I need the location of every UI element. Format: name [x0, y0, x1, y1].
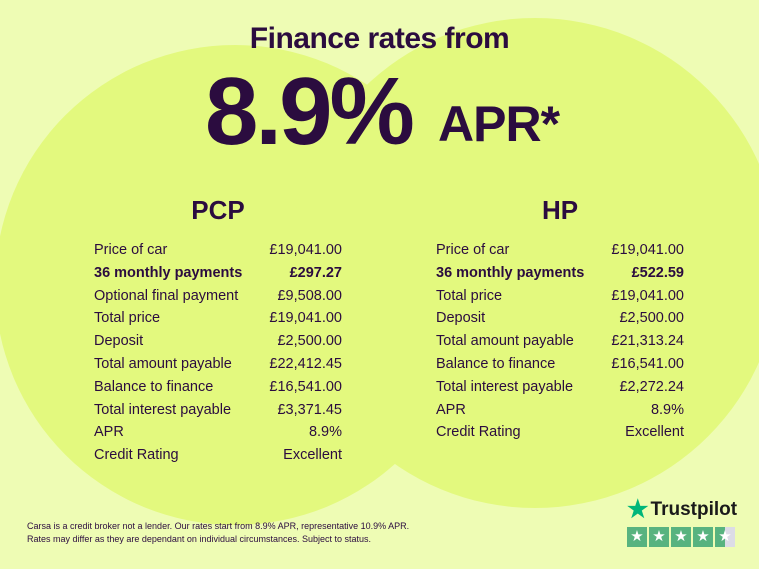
row-label: APR	[436, 401, 466, 418]
table-row: Total interest payable £2,272.24	[436, 376, 684, 399]
background-circle-right	[290, 18, 759, 508]
pcp-title: PCP	[191, 195, 245, 225]
rating-star-icon: ★	[671, 527, 691, 547]
row-value: £2,500.00	[277, 333, 342, 350]
row-label: Total amount payable	[94, 355, 232, 372]
table-row: Deposit £2,500.00	[436, 307, 684, 330]
table-row: 36 monthly payments £297.27	[94, 262, 342, 285]
trustpilot-badge[interactable]: ★ Trustpilot ★ ★ ★ ★ ★	[627, 495, 737, 547]
row-value: £16,541.00	[611, 355, 684, 372]
table-row: Total amount payable £22,412.45	[94, 353, 342, 376]
headline-title: Finance rates from	[249, 22, 510, 55]
headline-rate: 8.9%	[205, 58, 415, 165]
table-row: Credit Rating Excellent	[436, 421, 684, 444]
trustpilot-logo: ★ Trustpilot	[627, 495, 737, 524]
table-row: 36 monthly payments £522.59	[436, 262, 684, 285]
row-value: 8.9%	[650, 401, 684, 418]
table-row: Balance to finance £16,541.00	[94, 376, 342, 399]
table-row: APR 8.9%	[436, 399, 684, 422]
rating-star-icon: ★	[715, 527, 735, 547]
row-label: APR	[94, 424, 124, 441]
hp-title: HP	[541, 195, 579, 225]
hp-table: HP Price of car £19,041.00 36 monthly paym…	[436, 195, 684, 444]
row-label: Total interest payable	[436, 378, 574, 395]
row-label: Deposit	[436, 310, 486, 327]
row-label: Total price	[94, 310, 161, 327]
row-value: £19,041.00	[611, 242, 684, 258]
row-label: Balance to finance	[94, 378, 214, 395]
row-label: Credit Rating	[436, 424, 521, 441]
row-value: £2,500.00	[619, 310, 684, 327]
table-row: Price of car £19,041.00	[94, 239, 342, 262]
table-row: Total interest payable £3,371.45	[94, 399, 342, 422]
headline-apr: APR*	[438, 96, 560, 152]
rating-star-icon: ★	[649, 527, 669, 547]
trustpilot-label: Trustpilot	[650, 498, 738, 520]
rating-star-icon: ★	[627, 527, 647, 547]
table-row: APR 8.9%	[94, 421, 342, 444]
row-value: 8.9%	[308, 424, 342, 441]
disclaimer-line: Carsa is a credit broker not a lender. O…	[27, 521, 410, 531]
row-value: £16,541.00	[269, 378, 342, 395]
row-label: Total amount payable	[436, 333, 574, 350]
rating-star-icon: ★	[693, 527, 713, 547]
row-value: £19,041.00	[269, 242, 342, 258]
row-label: Balance to finance	[436, 355, 556, 372]
table-row: Optional final payment £9,508.00	[94, 285, 342, 308]
row-value: £297.27	[289, 264, 342, 281]
row-value: Excellent	[625, 424, 684, 441]
table-row: Total price £19,041.00	[436, 285, 684, 308]
row-label: Credit Rating	[94, 447, 179, 464]
table-row: Total price £19,041.00	[94, 307, 342, 330]
table-row: Price of car £19,041.00	[436, 239, 684, 262]
table-row: Total amount payable £21,313.24	[436, 330, 684, 353]
star-icon: ★	[627, 496, 649, 523]
disclaimer: Carsa is a credit broker not a lender. O…	[27, 520, 409, 545]
row-label: Deposit	[94, 333, 144, 350]
row-label: Total interest payable	[94, 401, 232, 418]
table-row: Balance to finance £16,541.00	[436, 353, 684, 376]
row-label: Price of car	[94, 242, 168, 258]
row-label: Price of car	[436, 242, 510, 258]
disclaimer-line: Rates may differ as they are dependant o…	[27, 533, 372, 544]
pcp-table: PCP Price of car £19,041.00 36 monthly pay…	[94, 195, 342, 467]
row-value: Excellent	[283, 447, 342, 464]
row-label: 36 monthly payments	[436, 264, 585, 281]
row-label: 36 monthly payments	[94, 264, 243, 281]
trustpilot-rating: ★ ★ ★ ★ ★	[627, 527, 737, 547]
row-value: £9,508.00	[277, 287, 342, 304]
row-value: £19,041.00	[269, 310, 342, 327]
row-value: £3,371.45	[277, 401, 342, 418]
row-value: £19,041.00	[611, 287, 684, 304]
row-value: £522.59	[631, 264, 684, 281]
row-label: Total price	[436, 287, 503, 304]
row-value: £2,272.24	[619, 378, 684, 395]
table-row: Deposit £2,500.00	[94, 330, 342, 353]
row-value: £22,412.45	[269, 355, 342, 372]
row-label: Optional final payment	[94, 287, 239, 304]
table-row: Credit Rating Excellent	[94, 444, 342, 467]
row-value: £21,313.24	[611, 333, 684, 350]
